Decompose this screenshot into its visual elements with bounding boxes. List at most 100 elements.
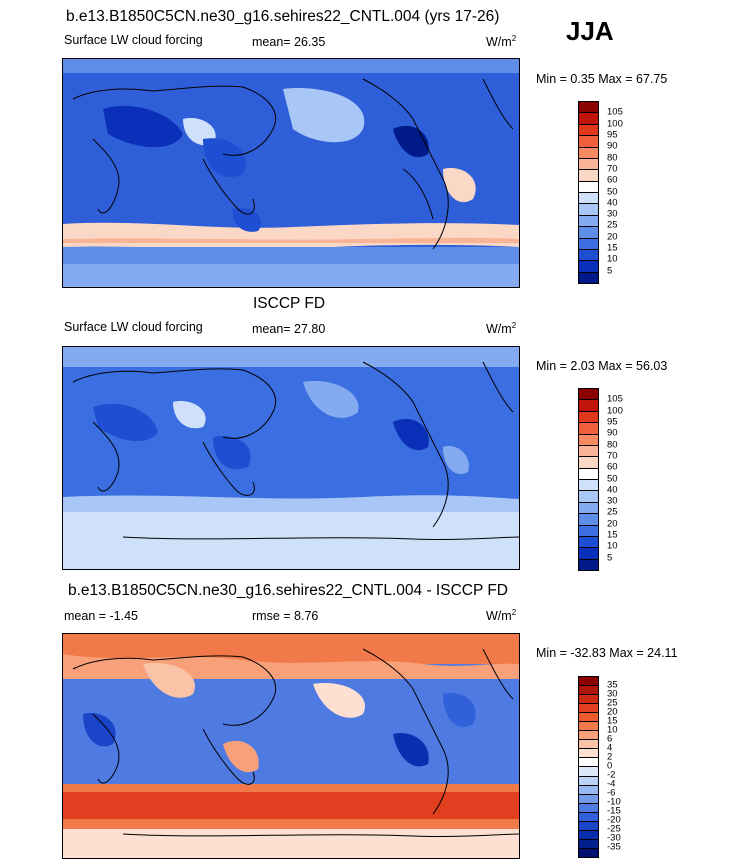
colorbar-tick-label: 20 (607, 518, 618, 530)
colorbar-segment (579, 848, 598, 857)
colorbar-segment (579, 411, 598, 424)
colorbar-tick-label: 100 (607, 118, 623, 130)
colorbar-segment (579, 502, 598, 515)
colorbar-segment (579, 113, 598, 125)
colorbar-tick-label: 90 (607, 427, 618, 439)
colorbar-tick-label: 4 (607, 742, 613, 754)
colorbar-segment (579, 445, 598, 458)
panel1-minmax: Min = 0.35 Max = 67.75 (536, 72, 668, 86)
colorbar-segment (579, 803, 598, 813)
colorbar-tick-label: 90 (607, 140, 618, 152)
colorbar-tick-label: -20 (607, 814, 621, 826)
colorbar-segment (579, 767, 598, 777)
colorbar-tick-label: 5 (607, 265, 613, 277)
colorbar-tick-label: 100 (607, 405, 623, 417)
colorbar-segment (579, 525, 598, 537)
season-label: JJA (566, 16, 614, 46)
colorbar-tick-label: -2 (607, 769, 616, 781)
colorbar-tick-label: 35 (607, 679, 618, 691)
colorbar-tick-label: 15 (607, 242, 618, 254)
colorbar-tick-label: -6 (607, 787, 616, 799)
colorbar-segment (579, 491, 598, 503)
panel2-variable: Surface LW cloud forcing (64, 320, 203, 334)
colorbar-tick-label: -35 (607, 841, 621, 853)
colorbar-tick-label: 50 (607, 473, 618, 484)
colorbar-segment (579, 261, 598, 273)
panel2-title: ISCCP FD (253, 295, 326, 312)
colorbar-segment (579, 102, 598, 114)
colorbar-segment (579, 136, 598, 148)
colorbar-tick-label: 105 (607, 106, 623, 118)
panel2-units: W/m2 (486, 321, 517, 337)
colorbar-segment (579, 514, 598, 526)
colorbar-segment (579, 457, 598, 469)
panel3-colorbar (578, 676, 599, 858)
colorbar-tick-label: 60 (607, 174, 618, 186)
colorbar-tick-label: 95 (607, 129, 618, 141)
colorbar-segment (579, 147, 598, 159)
colorbar-tick-label: 5 (607, 552, 613, 564)
colorbar-segment (579, 758, 598, 768)
colorbar-tick-label: 40 (607, 197, 618, 209)
colorbar-tick-label: 10 (607, 540, 618, 552)
colorbar-tick-label: 2 (607, 751, 613, 763)
colorbar-segment (579, 400, 598, 412)
colorbar-segment (579, 389, 598, 401)
colorbar-segment (579, 181, 598, 193)
colorbar-segment (579, 740, 598, 750)
colorbar-segment (579, 204, 598, 216)
colorbar-tick-label: 95 (607, 416, 618, 428)
colorbar-segment (579, 536, 598, 549)
colorbar-tick-label: 80 (607, 439, 618, 451)
colorbar-tick-label: 10 (607, 724, 618, 736)
colorbar-segment (579, 695, 598, 705)
colorbar-segment (579, 434, 598, 446)
panel1-variable: Surface LW cloud forcing (64, 33, 203, 47)
colorbar-segment (579, 227, 598, 239)
colorbar-tick-label: 25 (607, 219, 618, 231)
colorbar-segment (579, 830, 598, 840)
panel1-units: W/m2 (486, 34, 517, 50)
colorbar-segment (579, 272, 598, 283)
panel3-map (62, 633, 520, 859)
panel3-title: b.e13.B1850C5CN.ne30_g16.sehires22_CNTL.… (68, 582, 508, 599)
colorbar-tick-label: 20 (607, 231, 618, 243)
colorbar-segment (579, 794, 598, 804)
colorbar-tick-label: -10 (607, 796, 621, 808)
colorbar-segment (579, 249, 598, 262)
panel2-map (62, 346, 520, 570)
panel1-map (62, 58, 520, 288)
colorbar-segment (579, 731, 598, 741)
colorbar-tick-label: -15 (607, 805, 621, 817)
colorbar-segment (579, 215, 598, 228)
colorbar-segment (579, 548, 598, 560)
panel1-title: b.e13.B1850C5CN.ne30_g16.sehires22_CNTL.… (66, 8, 500, 25)
colorbar-tick-label: 25 (607, 697, 618, 709)
colorbar-tick-label: 25 (607, 506, 618, 518)
colorbar-tick-label: -25 (607, 823, 621, 835)
colorbar-segment (579, 170, 598, 182)
colorbar-segment (579, 839, 598, 849)
colorbar-tick-label: 0 (607, 760, 613, 772)
colorbar-segment (579, 785, 598, 795)
colorbar-segment (579, 776, 598, 786)
colorbar-segment (579, 812, 598, 822)
colorbar-tick-label: 105 (607, 393, 623, 405)
colorbar-tick-label: 70 (607, 450, 618, 462)
colorbar-segment (579, 158, 598, 171)
panel2-mean: mean= 27.80 (252, 322, 326, 336)
colorbar-tick-label: 60 (607, 461, 618, 473)
colorbar-tick-label: 30 (607, 495, 618, 507)
colorbar-segment (579, 686, 598, 696)
colorbar-segment (579, 193, 598, 205)
colorbar-tick-label: -4 (607, 778, 616, 790)
colorbar-segment (579, 704, 598, 714)
colorbar-tick-label: 70 (607, 163, 618, 175)
colorbar-segment (579, 468, 598, 480)
panel2-colorbar (578, 388, 599, 571)
panel3-units: W/m2 (486, 608, 517, 624)
colorbar-tick-label: 15 (607, 715, 618, 727)
colorbar-segment (579, 677, 598, 687)
panel1-mean: mean= 26.35 (252, 35, 326, 49)
panel3-minmax: Min = -32.83 Max = 24.11 (536, 646, 678, 660)
